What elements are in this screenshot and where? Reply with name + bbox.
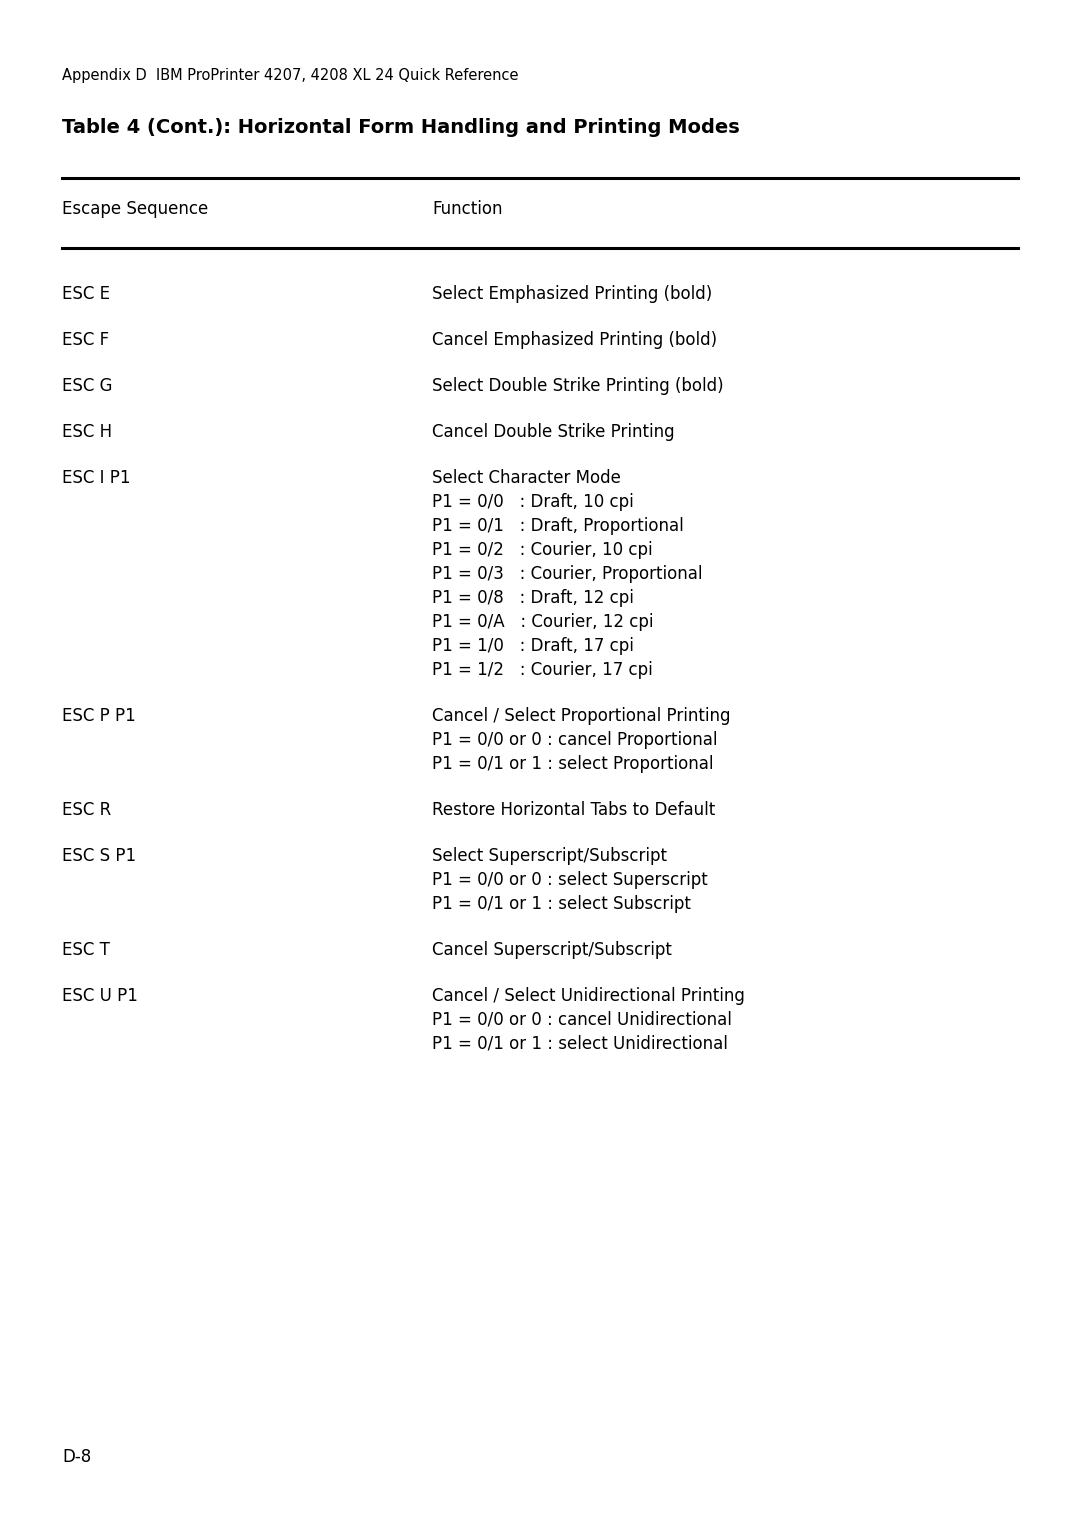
Text: ESC U P1: ESC U P1 [62,986,138,1005]
Text: Cancel Double Strike Printing: Cancel Double Strike Printing [432,423,675,441]
Text: Select Superscript/Subscript: Select Superscript/Subscript [432,848,667,864]
Text: Escape Sequence: Escape Sequence [62,199,208,218]
Text: P1 = 0/3   : Courier, Proportional: P1 = 0/3 : Courier, Proportional [432,565,702,583]
Text: ESC E: ESC E [62,285,110,303]
Text: P1 = 0/8   : Draft, 12 cpi: P1 = 0/8 : Draft, 12 cpi [432,589,634,607]
Text: P1 = 0/0 or 0 : select Superscript: P1 = 0/0 or 0 : select Superscript [432,871,707,889]
Text: Cancel / Select Unidirectional Printing: Cancel / Select Unidirectional Printing [432,986,745,1005]
Text: P1 = 1/2   : Courier, 17 cpi: P1 = 1/2 : Courier, 17 cpi [432,661,652,679]
Text: P1 = 0/0   : Draft, 10 cpi: P1 = 0/0 : Draft, 10 cpi [432,493,634,511]
Text: P1 = 0/0 or 0 : cancel Unidirectional: P1 = 0/0 or 0 : cancel Unidirectional [432,1011,732,1029]
Text: P1 = 0/0 or 0 : cancel Proportional: P1 = 0/0 or 0 : cancel Proportional [432,731,717,749]
Text: Restore Horizontal Tabs to Default: Restore Horizontal Tabs to Default [432,801,715,819]
Text: Cancel / Select Proportional Printing: Cancel / Select Proportional Printing [432,708,730,724]
Text: P1 = 0/1 or 1 : select Proportional: P1 = 0/1 or 1 : select Proportional [432,755,714,773]
Text: ESC P P1: ESC P P1 [62,708,136,724]
Text: Select Emphasized Printing (bold): Select Emphasized Printing (bold) [432,285,712,303]
Text: ESC F: ESC F [62,330,109,349]
Text: Cancel Emphasized Printing (bold): Cancel Emphasized Printing (bold) [432,330,717,349]
Text: P1 = 0/1 or 1 : select Unidirectional: P1 = 0/1 or 1 : select Unidirectional [432,1035,728,1053]
Text: Table 4 (Cont.): Horizontal Form Handling and Printing Modes: Table 4 (Cont.): Horizontal Form Handlin… [62,119,740,137]
Text: Select Character Mode: Select Character Mode [432,469,621,487]
Text: Select Double Strike Printing (bold): Select Double Strike Printing (bold) [432,377,724,396]
Text: D-8: D-8 [62,1447,91,1466]
Text: ESC G: ESC G [62,377,112,396]
Text: ESC R: ESC R [62,801,111,819]
Text: P1 = 0/1 or 1 : select Subscript: P1 = 0/1 or 1 : select Subscript [432,895,691,913]
Text: ESC S P1: ESC S P1 [62,848,136,864]
Text: P1 = 0/A   : Courier, 12 cpi: P1 = 0/A : Courier, 12 cpi [432,613,653,632]
Text: ESC I P1: ESC I P1 [62,469,131,487]
Text: Cancel Superscript/Subscript: Cancel Superscript/Subscript [432,941,672,959]
Text: P1 = 0/2   : Courier, 10 cpi: P1 = 0/2 : Courier, 10 cpi [432,540,652,559]
Text: ESC H: ESC H [62,423,112,441]
Text: P1 = 0/1   : Draft, Proportional: P1 = 0/1 : Draft, Proportional [432,517,684,536]
Text: P1 = 1/0   : Draft, 17 cpi: P1 = 1/0 : Draft, 17 cpi [432,638,634,654]
Text: ESC T: ESC T [62,941,110,959]
Text: Function: Function [432,199,502,218]
Text: Appendix D  IBM ProPrinter 4207, 4208 XL 24 Quick Reference: Appendix D IBM ProPrinter 4207, 4208 XL … [62,68,518,84]
